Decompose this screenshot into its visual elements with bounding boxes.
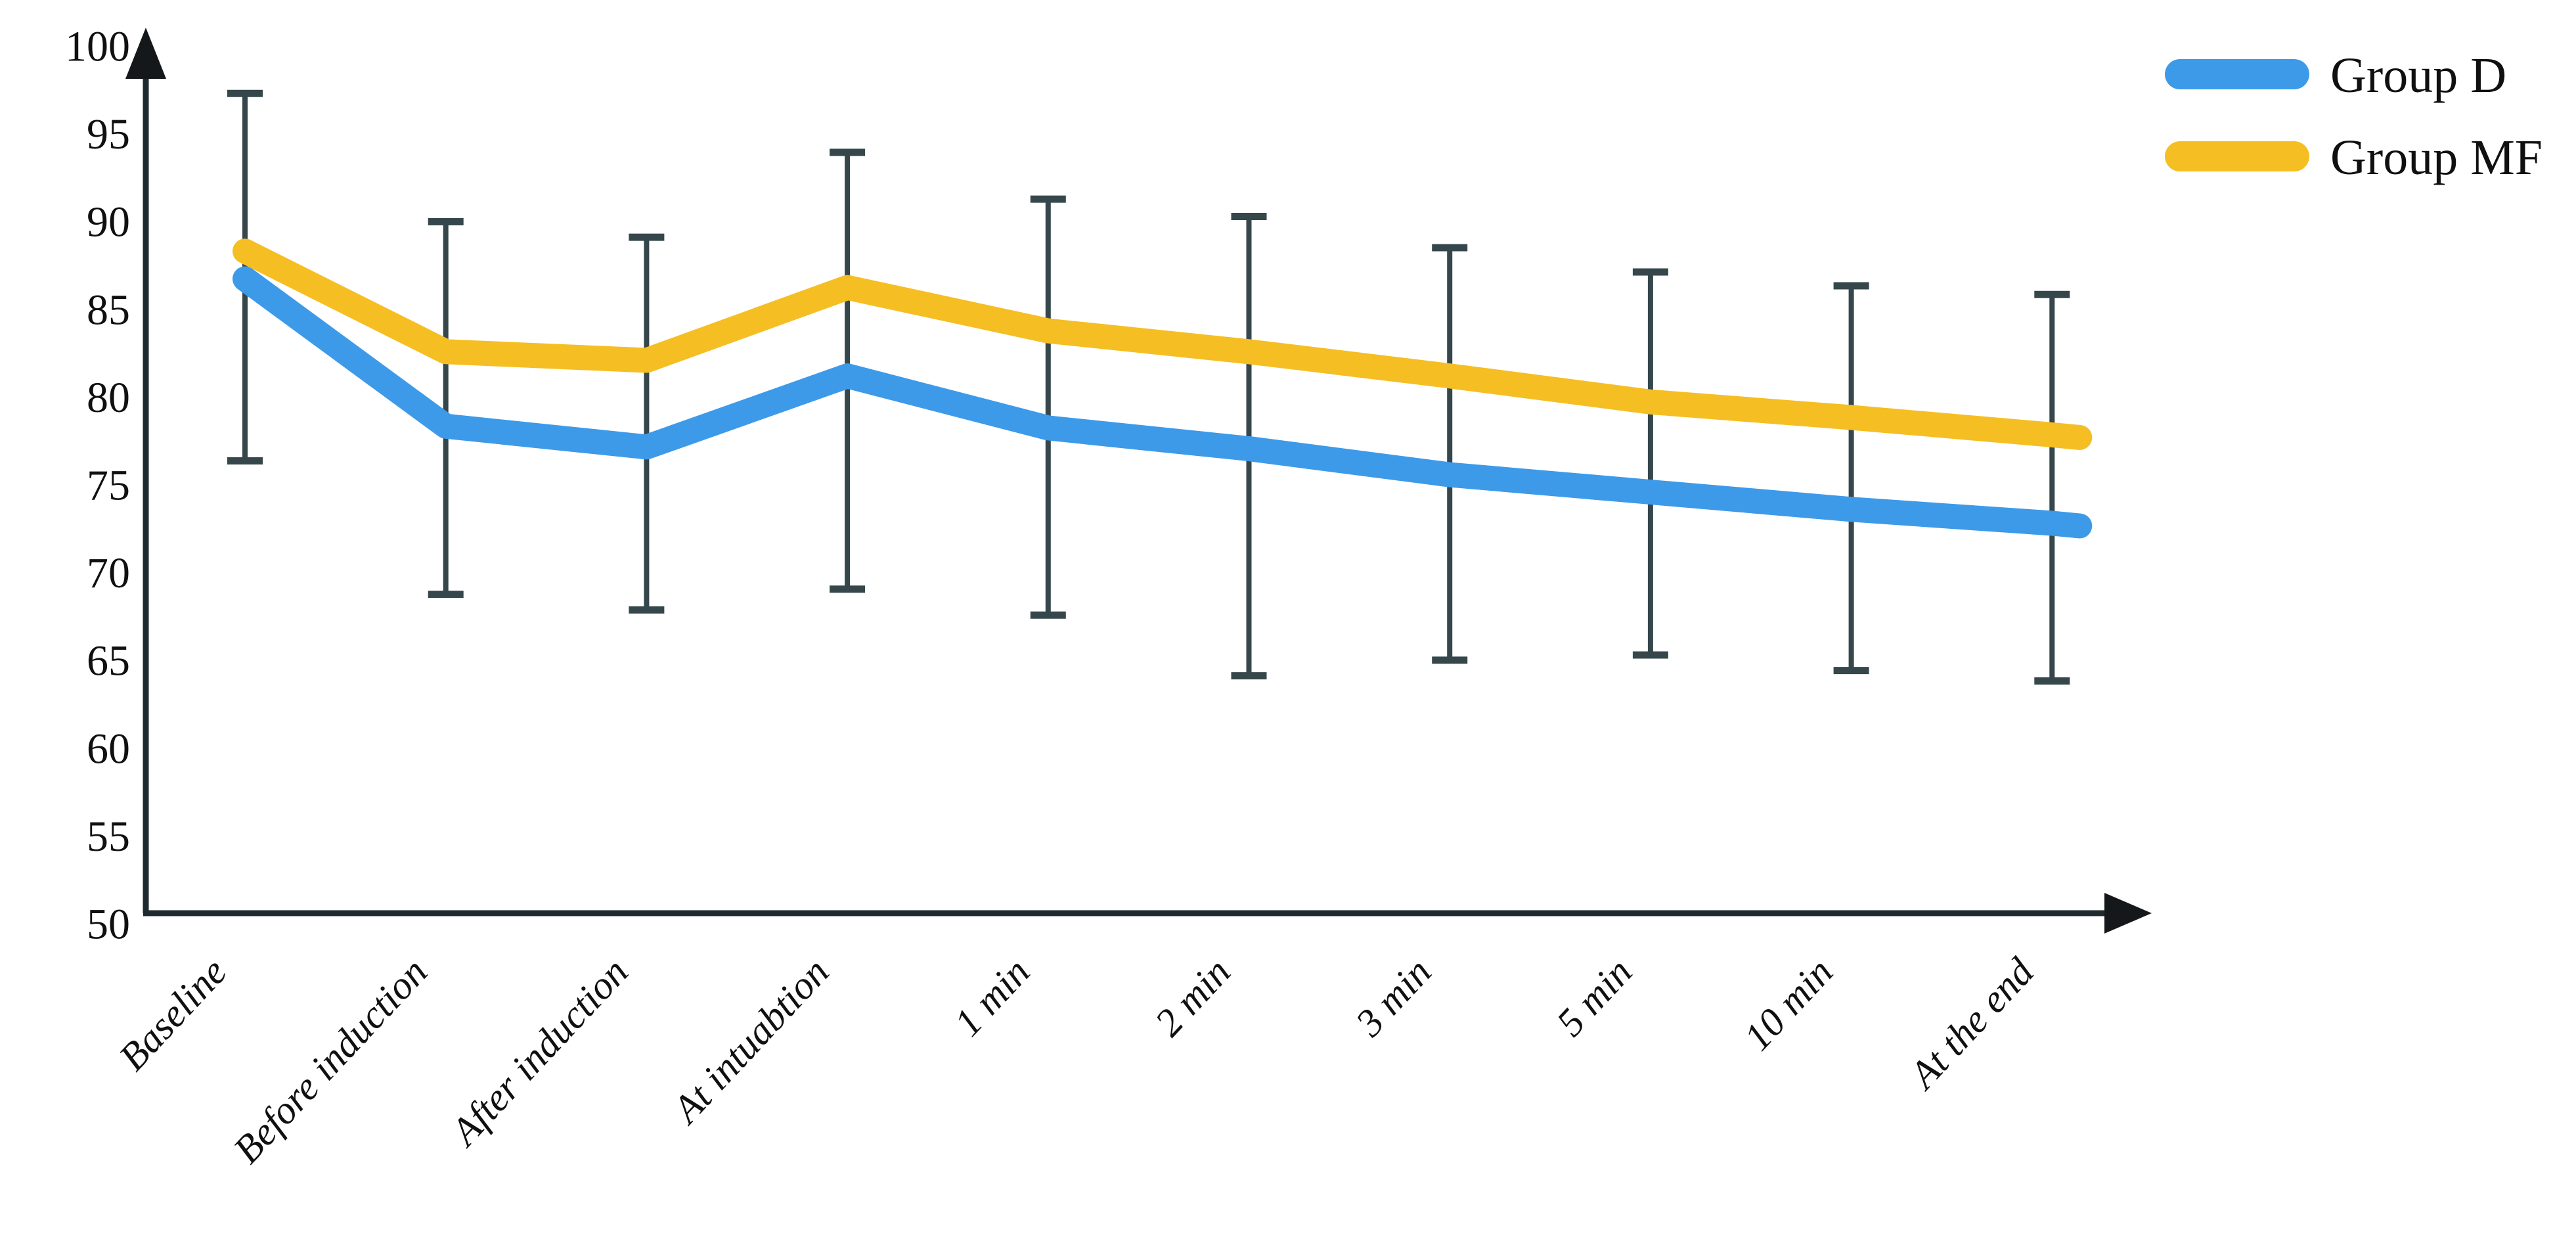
y-tick-label: 55 <box>87 813 130 861</box>
x-category-label: 10 min <box>1735 950 1841 1059</box>
y-tick-label: 85 <box>87 286 130 334</box>
series-line-group-d <box>233 266 2093 539</box>
series-line-group-mf <box>233 238 2093 450</box>
y-tick-label: 60 <box>87 725 130 773</box>
legend-swatch-group-d <box>2165 59 2309 89</box>
x-category-label: Before induction <box>225 950 436 1171</box>
y-axis-arrow-icon <box>125 28 166 79</box>
y-tick-label: 65 <box>87 637 130 685</box>
y-tick-label: 80 <box>87 374 130 422</box>
y-tick-label: 95 <box>87 110 130 158</box>
x-category-label: 5 min <box>1548 950 1640 1045</box>
x-axis-arrow-icon <box>2104 893 2152 934</box>
y-tick-label: 70 <box>87 549 130 597</box>
x-category-label: After induction <box>441 950 636 1155</box>
y-tick-label: 50 <box>87 901 130 949</box>
y-tick-label: 100 <box>65 23 130 71</box>
legend-label-group-mf: Group MF <box>2330 130 2543 185</box>
x-category-label: 2 min <box>1147 950 1239 1045</box>
x-category-label: Baseline <box>110 950 234 1079</box>
x-category-label: At the end <box>1899 949 2043 1098</box>
legend-swatch-group-mf <box>2165 141 2309 171</box>
x-category-label: At intuabtion <box>663 950 837 1133</box>
x-category-label: 3 min <box>1347 950 1440 1045</box>
y-tick-label: 90 <box>87 198 130 246</box>
x-category-label: 1 min <box>946 950 1038 1045</box>
legend-label-group-d: Group D <box>2330 48 2506 103</box>
y-tick-label: 75 <box>87 462 130 510</box>
